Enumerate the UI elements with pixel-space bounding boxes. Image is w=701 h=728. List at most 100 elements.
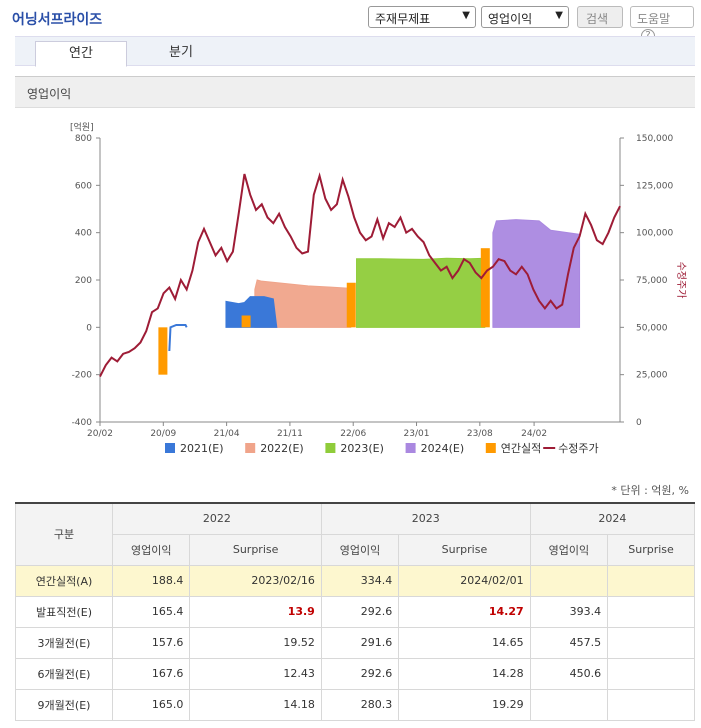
table-cell <box>607 595 695 628</box>
table-cell <box>607 688 695 721</box>
y-tick-label: 0 <box>86 323 92 333</box>
x-tick-label: 21/04 <box>214 429 240 439</box>
table-cell: 2024/02/01 <box>398 564 531 597</box>
table-cell: 13.9 <box>189 595 322 628</box>
sub-header: Surprise <box>607 533 695 566</box>
y2-tick-label: 25,000 <box>636 371 668 381</box>
legend-swatch <box>165 443 175 453</box>
estimate-area-2023(E) <box>356 257 486 328</box>
table-cell: 291.6 <box>320 626 400 659</box>
legend-swatch <box>245 443 256 453</box>
section-header: 영업이익 <box>15 76 695 108</box>
year-header: 2022 <box>112 502 322 535</box>
table-cell: 14.18 <box>189 688 322 721</box>
table-cell: 457.5 <box>529 626 609 659</box>
price-line <box>99 172 621 378</box>
table-cell: 280.3 <box>320 688 400 721</box>
sub-header: 영업이익 <box>320 533 400 566</box>
y2-tick-label: 150,000 <box>636 134 673 144</box>
y-tick-label: 800 <box>75 134 92 144</box>
y2-tick-label: 0 <box>636 418 642 428</box>
y-tick-label: -200 <box>72 371 93 381</box>
y-tick-label: 200 <box>75 276 92 286</box>
earnings-chart: [억원]800 600 400 200 0 -200 -400 150,000 125,000 1… <box>70 121 687 455</box>
table-cell: 292.6 <box>320 657 400 690</box>
table-cell: 14.28 <box>398 657 531 690</box>
table-cell: 14.65 <box>398 626 531 659</box>
x-tick-label: 23/08 <box>467 429 493 439</box>
metric-value: 영업이익 <box>488 12 533 26</box>
year-header: 2023 <box>320 502 531 535</box>
table-row: 연간실적(A) 188.4 2023/02/16 334.4 2024/02/01 <box>15 564 695 597</box>
y-axis-label: [억원] <box>70 121 94 133</box>
legend-swatch <box>485 443 496 453</box>
table-cell: 14.27 <box>398 595 531 628</box>
table-cell: 292.6 <box>320 595 400 628</box>
row-label: 연간실적(A) <box>15 564 113 597</box>
table-cell: 19.52 <box>189 626 322 659</box>
page-title: 어닝서프라이즈 <box>12 12 103 28</box>
y2-tick-label: 125,000 <box>636 181 673 191</box>
estimate-area-2021(E) <box>225 296 278 328</box>
legend-label: 2024(E) <box>421 442 465 455</box>
estimate-table: 구분 2022 2023 2024 영업이익 Surprise 영업이익 Sur… <box>15 502 696 721</box>
sub-header: Surprise <box>398 533 531 566</box>
row-label: 3개월전(E) <box>15 626 113 659</box>
table-row: 9개월전(E) 165.0 14.18 280.3 19.29 <box>15 688 695 721</box>
table-cell: 12.43 <box>189 657 322 690</box>
statement-type-select[interactable]: 주재무제표 ▼ <box>368 6 476 28</box>
table-cell: 450.6 <box>529 657 609 690</box>
metric-select[interactable]: 영업이익 ▼ <box>481 6 569 28</box>
table-row: 6개월전(E) 167.6 12.43 292.6 14.28 450.6 <box>15 657 695 690</box>
legend-label: 2022(E) <box>260 442 304 455</box>
table-cell <box>607 564 695 597</box>
legend-label: 2023(E) <box>340 442 384 455</box>
row-label: 6개월전(E) <box>15 657 113 690</box>
table-row: 3개월전(E) 157.6 19.52 291.6 14.65 457.5 <box>15 626 695 659</box>
tab-quarterly[interactable]: 분기 <box>169 45 193 60</box>
sub-header: 영업이익 <box>529 533 609 566</box>
chevron-down-icon: ▼ <box>555 10 563 21</box>
actual-bar <box>480 248 490 328</box>
legend-label: 수정주가 <box>558 442 598 455</box>
table-header-label: 구분 <box>15 502 113 566</box>
table-cell: 167.6 <box>111 657 191 690</box>
table-row: 발표직전(E) 165.4 13.9 292.6 14.27 393.4 <box>15 595 695 628</box>
period-tabs: 연간 분기 <box>15 36 695 67</box>
table-cell: 393.4 <box>529 595 609 628</box>
table-cell: 165.4 <box>111 595 191 628</box>
table-cell: 165.0 <box>111 688 191 721</box>
actual-bar <box>346 282 356 328</box>
x-tick-label: 24/02 <box>521 429 547 439</box>
actual-bar <box>241 315 251 328</box>
tab-annual[interactable]: 연간 <box>35 41 127 67</box>
y-tick-label: -400 <box>72 418 93 428</box>
x-tick-label: 21/11 <box>277 429 303 439</box>
x-tick-label: 22/06 <box>340 429 366 439</box>
row-label: 발표직전(E) <box>15 595 113 628</box>
y-tick-label: 600 <box>75 181 92 191</box>
help-button[interactable]: 도움말? <box>630 6 694 43</box>
section-title: 영업이익 <box>27 87 72 101</box>
search-button[interactable]: 검색 <box>577 6 623 28</box>
legend-label: 2021(E) <box>180 442 224 455</box>
y2-tick-label: 50,000 <box>636 323 668 333</box>
table-cell: 19.29 <box>398 688 531 721</box>
x-tick-label: 23/01 <box>404 429 430 439</box>
top-bar: 어닝서프라이즈 주재무제표 ▼ 영업이익 ▼ 검색 도움말? <box>0 0 701 43</box>
legend-swatch <box>325 443 336 453</box>
actual-bar <box>158 327 168 375</box>
table-cell: 2023/02/16 <box>189 564 322 597</box>
row-label: 9개월전(E) <box>15 688 113 721</box>
y2-tick-label: 75,000 <box>636 276 668 286</box>
table-cell: 157.6 <box>111 626 191 659</box>
sub-header: 영업이익 <box>111 533 191 566</box>
y-tick-label: 400 <box>75 229 92 239</box>
legend-swatch <box>405 443 416 453</box>
table-cell <box>607 657 695 690</box>
table-cell <box>529 564 609 597</box>
table-cell: 188.4 <box>111 564 191 597</box>
table-cell <box>607 626 695 659</box>
table-cell: 334.4 <box>320 564 400 597</box>
statement-type-value: 주재무제표 <box>375 12 431 26</box>
